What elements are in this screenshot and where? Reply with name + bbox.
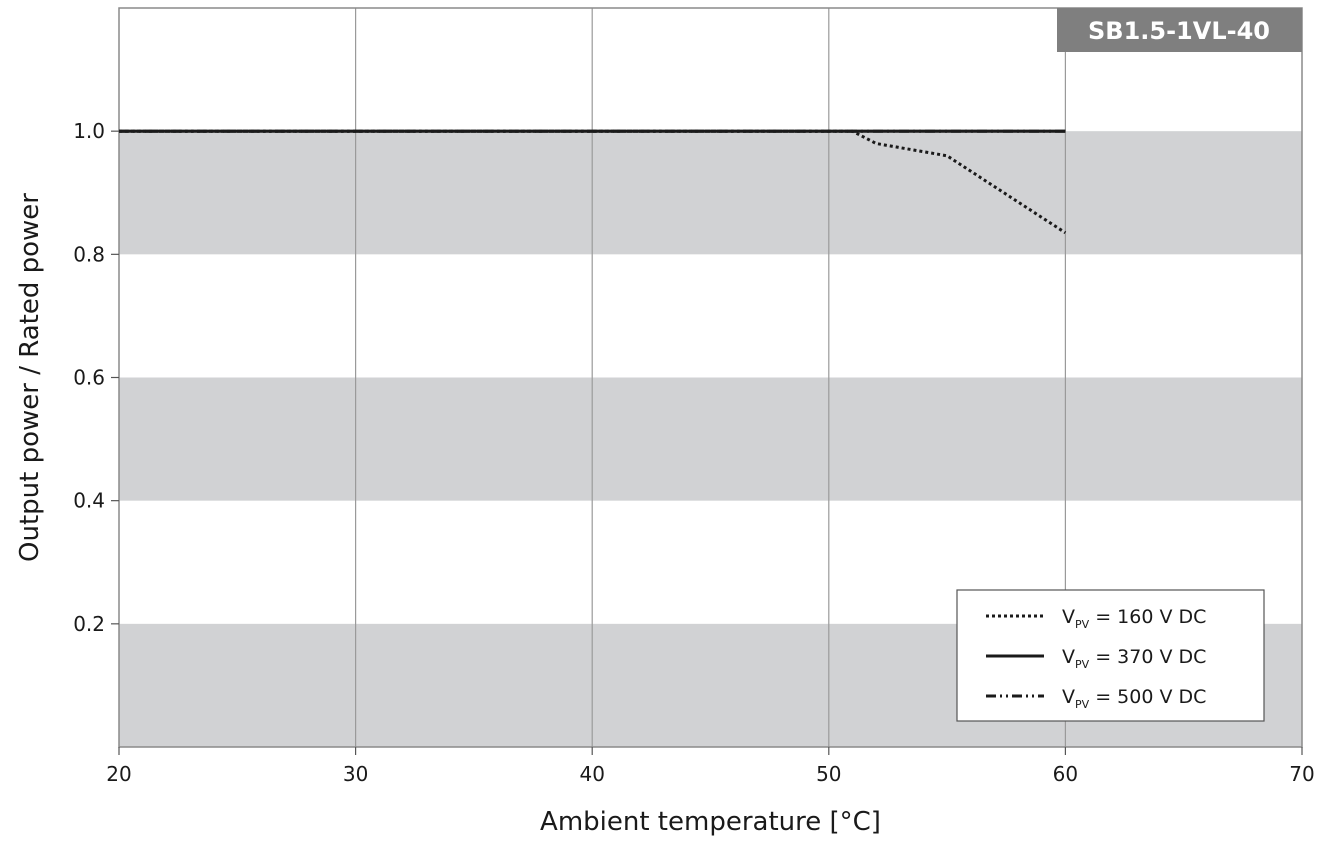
x-tick-label: 40	[579, 762, 604, 786]
y-tick-label: 0.8	[73, 242, 105, 266]
title-badge-background	[1057, 8, 1302, 52]
x-axis-ticks: 20 30 40 50 60 70	[106, 747, 1315, 786]
y-tick-label: 0.2	[73, 612, 105, 636]
x-tick-label: 30	[343, 762, 368, 786]
x-tick-label: 60	[1053, 762, 1078, 786]
y-axis-title: Output power / Rated power	[15, 193, 45, 562]
y-tick-label: 0.4	[73, 489, 105, 513]
legend-label-main: V	[1062, 646, 1075, 668]
chart-title-badge: SB1.5-1VL-40	[1057, 8, 1302, 52]
x-tick-label: 70	[1289, 762, 1314, 786]
legend-label-rest: = 370 V DC	[1089, 646, 1206, 668]
chart-title: SB1.5-1VL-40	[1088, 17, 1270, 45]
legend-label-rest: = 500 V DC	[1089, 686, 1206, 708]
y-axis-ticks: 0.2 0.4 0.6 0.8 1.0	[73, 119, 119, 636]
x-axis-title: Ambient temperature [°C]	[540, 807, 881, 837]
legend-label-subscript: PV	[1075, 698, 1090, 711]
legend-label-subscript: PV	[1075, 618, 1090, 631]
grey-band-1	[119, 377, 1302, 501]
legend-label-main: V	[1062, 606, 1075, 628]
legend-label-2: VPV = 500 V DC	[1062, 686, 1206, 711]
legend-label-1: VPV = 370 V DC	[1062, 646, 1206, 671]
legend-label-rest: = 160 V DC	[1089, 606, 1206, 628]
grey-band-2	[119, 131, 1302, 255]
legend-label-main: V	[1062, 686, 1075, 708]
legend-label-0: VPV = 160 V DC	[1062, 606, 1206, 631]
x-tick-label: 20	[106, 762, 131, 786]
series-line-0	[119, 129, 1067, 235]
legend-label-subscript: PV	[1075, 658, 1090, 671]
series-layer	[119, 129, 1067, 235]
y-tick-label: 0.6	[73, 366, 105, 390]
y-tick-label: 1.0	[73, 119, 105, 143]
x-tick-label: 50	[816, 762, 841, 786]
